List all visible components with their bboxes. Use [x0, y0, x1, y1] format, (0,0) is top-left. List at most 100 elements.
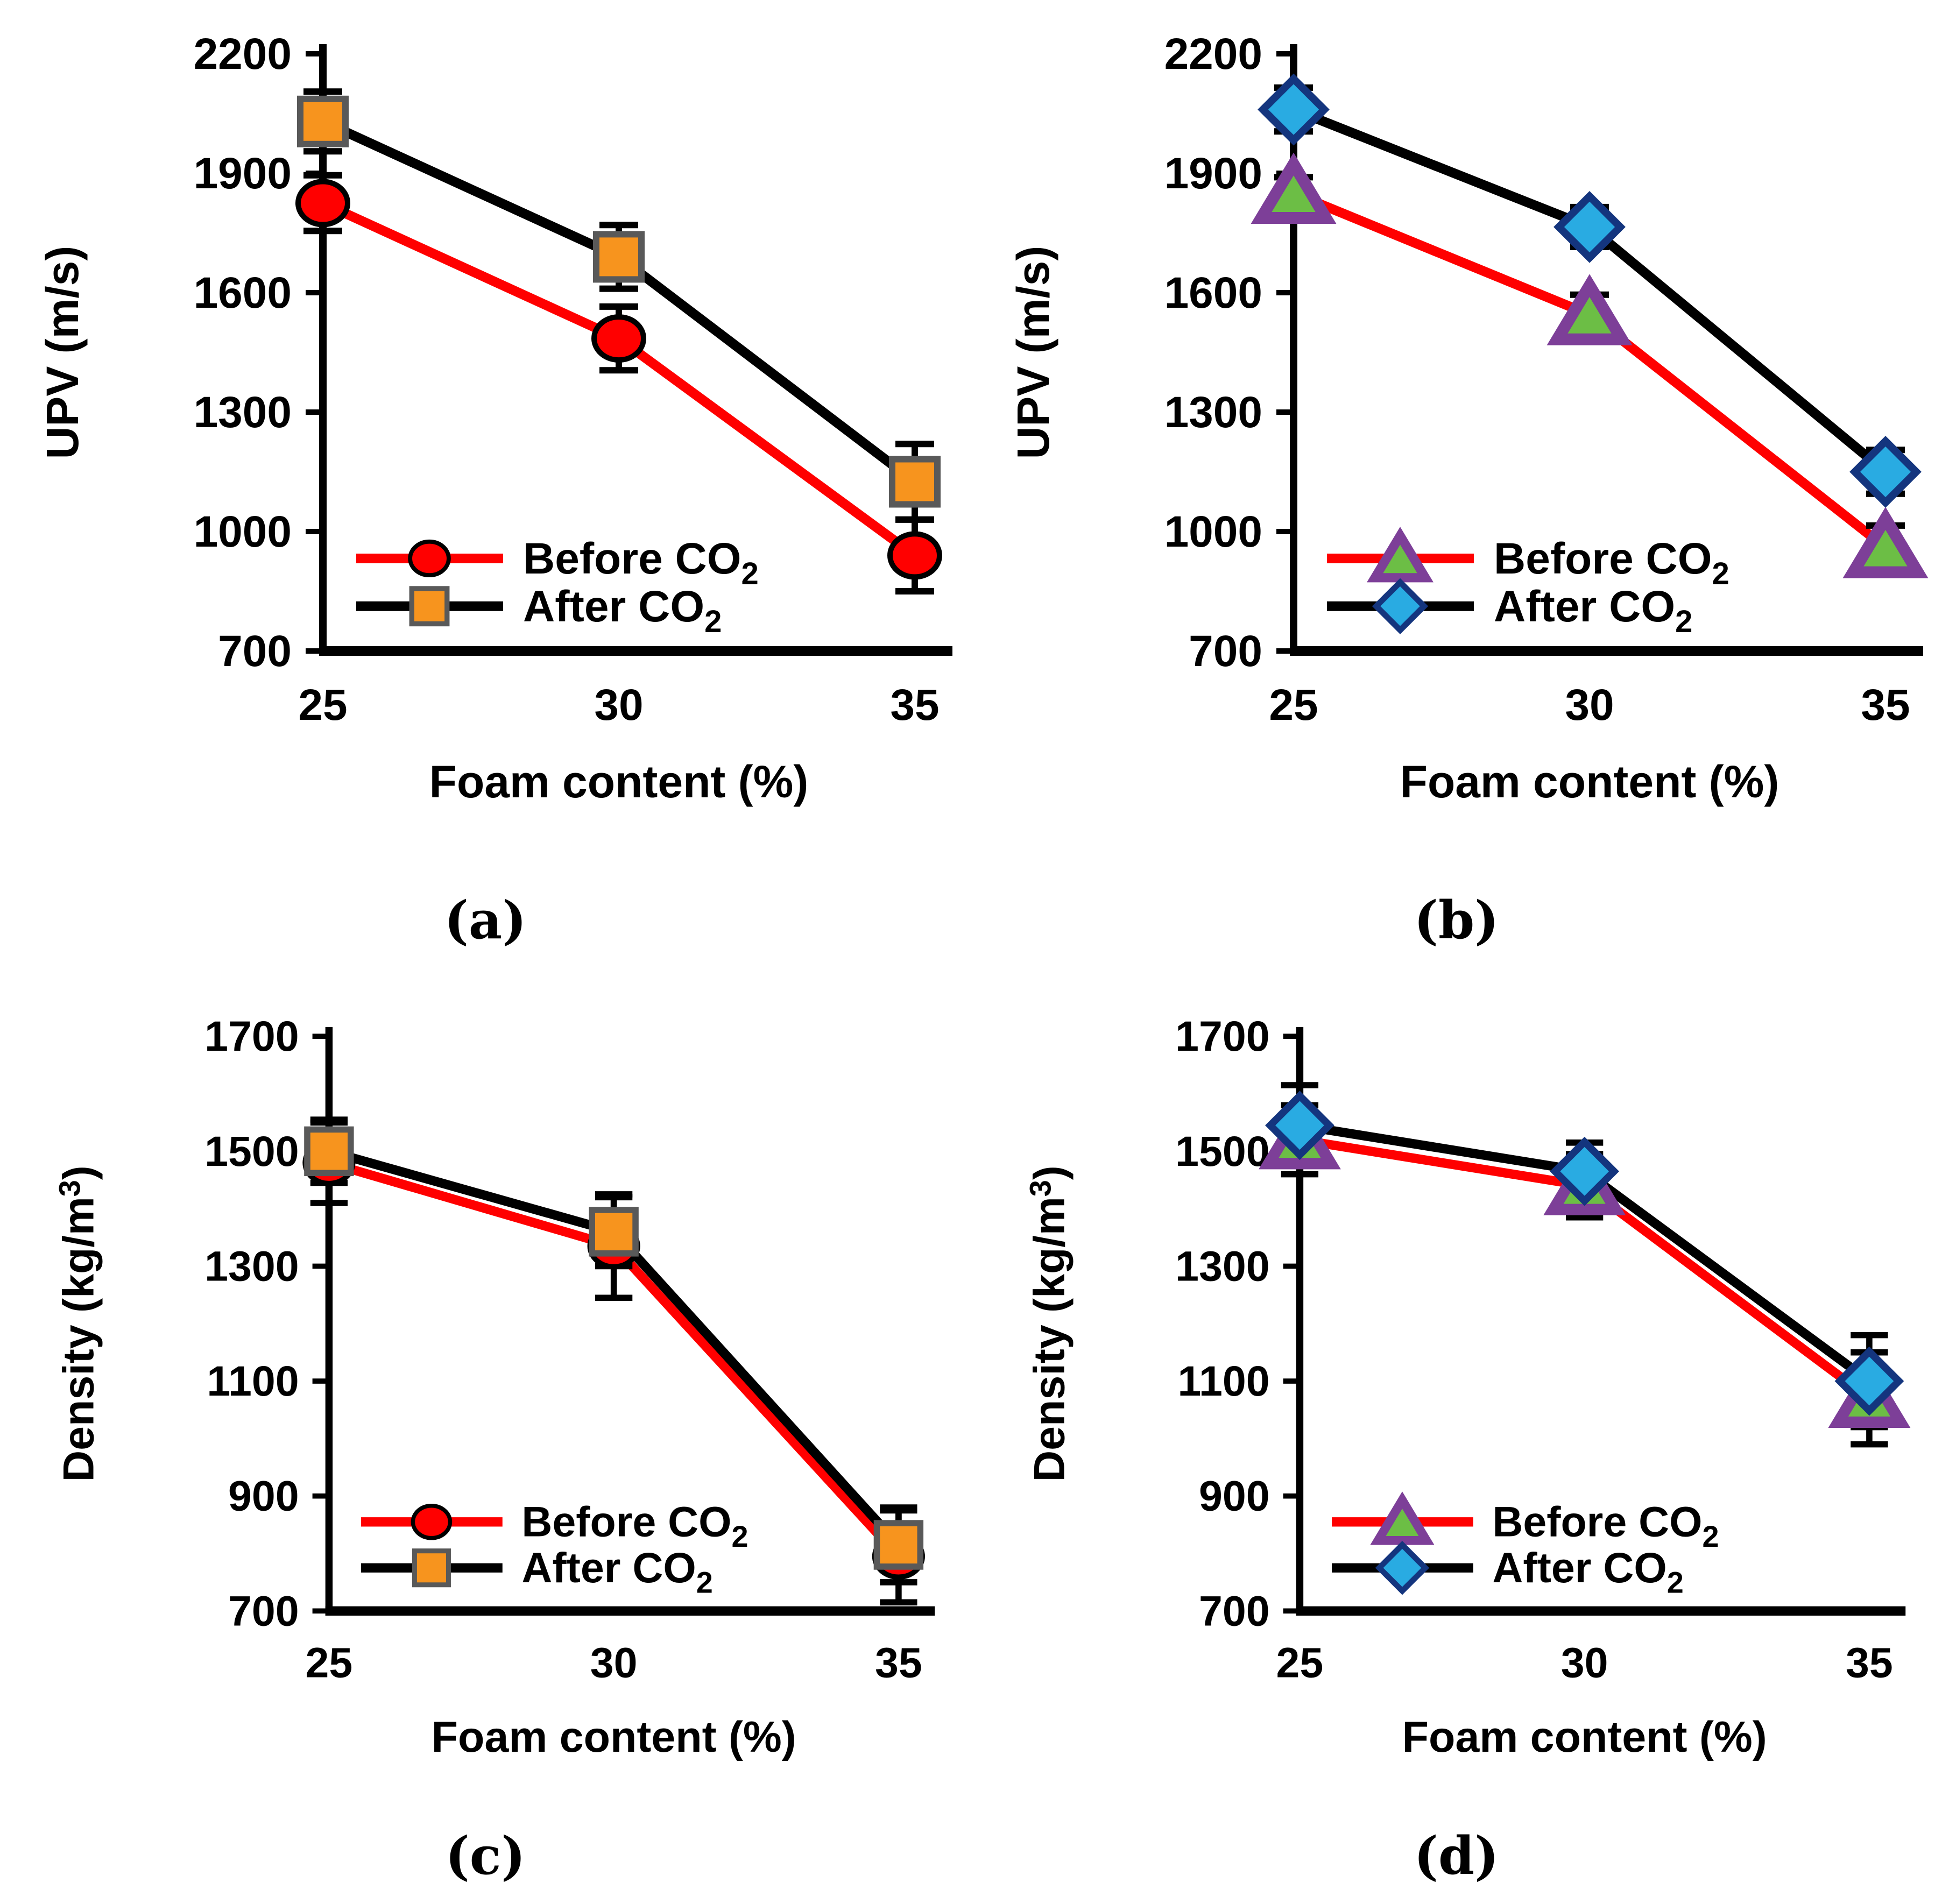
square-marker-after-co2 — [304, 1126, 354, 1177]
legend-label: After CO2 — [1492, 1544, 1683, 1599]
panel-b-upv-chart: 700 1000 1300 1600 1900 2200 25 30 35 Foam conten… — [971, 0, 1942, 855]
legend-triangle-icon — [1370, 1491, 1435, 1545]
legend-circle-icon — [411, 1504, 453, 1540]
circle-marker-before-co2 — [591, 314, 646, 363]
triangle-marker-before-co2 — [1842, 507, 1929, 578]
y-tick-label: 700 — [1199, 1587, 1270, 1634]
x-tick-label: 30 — [594, 681, 643, 730]
y-tick-label: 2200 — [194, 30, 292, 79]
y-axis-title: Density (kg/m3) — [1023, 1165, 1074, 1482]
chart-d-svg: 700 900 1100 1300 1500 1700 25 30 35 Foam content… — [1023, 1013, 1911, 1761]
circle-marker-before-co2 — [887, 531, 942, 580]
y-tick-label: 1900 — [194, 149, 292, 198]
x-axis-title: Foam content (%) — [432, 1713, 796, 1761]
square-marker-after-co2 — [873, 1520, 924, 1570]
chart-a-svg: 700 1000 1300 1600 1900 2200 25 30 35 Foam conten… — [37, 30, 952, 807]
x-tick-label: 25 — [298, 681, 347, 730]
legend-square-icon — [412, 1548, 451, 1588]
y-axis-title: UPV (m/s) — [1008, 246, 1058, 459]
x-tick-label: 25 — [1276, 1639, 1324, 1687]
legend-label: After CO2 — [523, 582, 722, 639]
diamond-marker-after-co2 — [1265, 1091, 1334, 1160]
circle-marker-before-co2 — [295, 179, 350, 228]
y-tick-label: 700 — [218, 627, 292, 676]
y-tick-label: 1300 — [1164, 388, 1262, 437]
legend-triangle-icon — [1367, 527, 1433, 583]
axes: 700 1000 1300 1600 1900 2200 25 30 35 Foam conten… — [1008, 30, 1923, 807]
y-tick-label: 1500 — [204, 1128, 299, 1175]
axes: 700 1000 1300 1600 1900 2200 25 30 35 Foam conten… — [37, 30, 952, 807]
square-marker-after-co2 — [889, 456, 941, 508]
y-tick-label: 1600 — [1164, 268, 1262, 317]
legend-label: Before CO2 — [1494, 534, 1729, 591]
x-axis-title: Foam content (%) — [429, 756, 809, 807]
square-marker-after-co2 — [297, 95, 349, 147]
caption-a: (a) — [444, 889, 527, 951]
axes: 700 900 1100 1300 1500 1700 25 30 35 Foam content… — [53, 1013, 935, 1761]
y-tick-label: 1300 — [194, 388, 292, 437]
x-axis-title: Foam content (%) — [1400, 756, 1779, 807]
y-tick-label: 1500 — [1175, 1128, 1270, 1175]
legend-diamond-icon — [1372, 578, 1429, 634]
x-tick-label: 35 — [875, 1639, 922, 1687]
y-tick-label: 1700 — [204, 1013, 299, 1060]
x-tick-label: 30 — [1561, 1639, 1608, 1687]
legend-circle-icon — [408, 539, 451, 578]
square-marker-after-co2 — [589, 1207, 639, 1257]
diamond-marker-after-co2 — [1849, 436, 1922, 508]
x-tick-label: 25 — [306, 1639, 353, 1687]
x-tick-label: 30 — [1565, 681, 1614, 730]
panel-d-density-chart: 700 900 1100 1300 1500 1700 25 30 35 Foam content… — [971, 985, 1942, 1808]
y-axis-title: UPV (m/s) — [37, 246, 88, 459]
square-marker-after-co2 — [593, 231, 645, 283]
y-tick-label: 1300 — [1175, 1242, 1270, 1290]
x-tick-label: 35 — [1861, 681, 1910, 730]
triangle-marker-before-co2 — [1546, 274, 1633, 345]
x-tick-label: 25 — [1269, 681, 1318, 730]
y-tick-label: 2200 — [1164, 30, 1262, 79]
x-tick-label: 30 — [590, 1639, 638, 1687]
diamond-marker-after-co2 — [1258, 73, 1330, 146]
y-tick-label: 1700 — [1175, 1013, 1270, 1060]
y-tick-label: 1100 — [1177, 1357, 1269, 1405]
diamond-marker-after-co2 — [1550, 1136, 1620, 1206]
y-tick-label: 700 — [228, 1587, 299, 1634]
legend-label: Before CO2 — [523, 534, 759, 591]
caption-d: (d) — [1414, 1825, 1499, 1886]
series-line-after-co2 — [321, 117, 918, 486]
axes: 700 900 1100 1300 1500 1700 25 30 35 Foam content… — [1023, 1013, 1906, 1761]
chart-b-svg: 700 1000 1300 1600 1900 2200 25 30 35 Foam conten… — [1008, 30, 1929, 807]
caption-c: (c) — [445, 1825, 526, 1886]
triangle-marker-before-co2 — [1251, 152, 1337, 224]
caption-b: (b) — [1414, 889, 1499, 951]
y-tick-label: 1300 — [204, 1242, 299, 1290]
y-tick-label: 900 — [1199, 1473, 1270, 1520]
chart-c-svg: 700 900 1100 1300 1500 1700 25 30 35 Foam content… — [53, 1013, 935, 1761]
legend-label: Before CO2 — [521, 1498, 748, 1553]
panel-a-upv-chart: 700 1000 1300 1600 1900 2200 25 30 35 Foam conten… — [0, 0, 971, 855]
y-tick-label: 1000 — [194, 507, 292, 556]
x-tick-label: 35 — [1846, 1639, 1893, 1687]
y-tick-label: 900 — [228, 1473, 299, 1520]
diamond-marker-after-co2 — [1834, 1346, 1904, 1416]
y-tick-label: 1600 — [194, 268, 292, 317]
diamond-marker-after-co2 — [1553, 191, 1626, 263]
y-tick-label: 700 — [1189, 627, 1262, 676]
y-axis-title: Density (kg/m3) — [53, 1165, 103, 1482]
x-tick-label: 35 — [890, 681, 939, 730]
y-tick-label: 1000 — [1164, 507, 1262, 556]
legend-label: After CO2 — [1494, 582, 1692, 639]
legend-square-icon — [409, 586, 450, 627]
legend-diamond-icon — [1375, 1541, 1430, 1595]
x-axis-title: Foam content (%) — [1402, 1713, 1767, 1761]
legend-label: After CO2 — [521, 1544, 712, 1599]
legend-label: Before CO2 — [1492, 1498, 1719, 1553]
y-tick-label: 1100 — [207, 1357, 299, 1405]
y-tick-label: 1900 — [1164, 149, 1262, 198]
panel-c-density-chart: 700 900 1100 1300 1500 1700 25 30 35 Foam content… — [0, 985, 971, 1808]
